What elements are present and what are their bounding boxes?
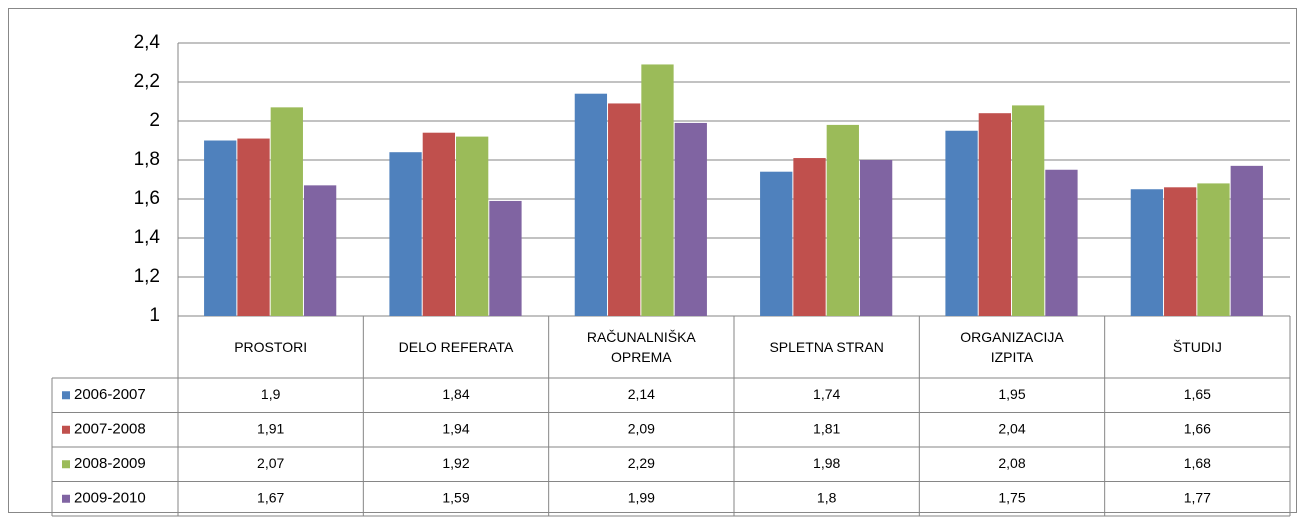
category-text: PROSTORI [234,339,308,355]
chart-border [8,8,1297,513]
table-value: 1,81 [813,420,840,436]
y-tick-label: 1,4 [134,227,161,248]
legend-label: 2006-2007 [74,386,146,403]
category-text: DELO REFERATA [398,339,514,355]
bar [303,185,337,316]
category-text: ŠTUDIJ [1172,339,1222,355]
bar [237,138,270,316]
table-value: 1,59 [442,489,469,505]
table-value: 2,29 [628,455,655,471]
bar [978,113,1011,316]
bar [793,158,826,316]
legend-label: 2009-2010 [74,490,146,507]
table-value: 1,8 [817,489,837,505]
bar [760,171,793,316]
bar [945,130,978,316]
x-tick-label: SPLETNA STRAN [734,316,919,378]
table-value: 1,92 [442,455,469,471]
table-value: 1,68 [1184,455,1211,471]
y-tick-label: 1,8 [134,149,160,170]
bar [1230,165,1263,316]
bar [270,107,303,316]
legend-key [62,460,70,469]
table-value: 2,08 [998,455,1025,471]
bar [641,64,674,316]
table-value: 1,98 [813,455,840,471]
legend-key [62,391,70,400]
y-tick-label: 1,2 [134,266,160,287]
bar [674,122,707,316]
y-tick-label: 2,4 [134,32,161,53]
bar [1197,183,1230,316]
table-value: 1,65 [1184,386,1211,402]
bar [826,124,859,317]
table-value: 1,67 [257,489,284,505]
x-tick-label: ORGANIZACIJA IZPITA [919,316,1104,378]
table-value: 1,9 [261,386,281,402]
y-tick-label: 1,6 [134,188,160,209]
bar [456,136,489,316]
table-value: 1,74 [813,386,840,402]
table-value: 1,99 [628,489,655,505]
table-value: 1,94 [442,420,469,436]
legend-label: 2008-2009 [74,455,146,472]
x-tick-label: DELO REFERATA [363,316,548,378]
x-tick-label: ŠTUDIJ [1105,316,1290,378]
y-tick-label: 2 [149,110,160,131]
y-tick-label: 2,2 [134,71,160,92]
x-tick-label: RAČUNALNIŠKA OPREMA [549,316,734,378]
table-value: 1,91 [257,420,284,436]
category-text: RAČUNALNIŠKA OPREMA [586,329,696,365]
table-value: 1,84 [442,386,469,402]
table-value: 1,75 [998,489,1025,505]
bar [608,103,641,316]
bar [422,132,455,316]
bar [389,152,422,316]
table-value: 2,04 [998,420,1025,436]
table-value: 2,14 [628,386,655,402]
table-value: 2,07 [257,455,284,471]
table-value: 1,66 [1184,420,1211,436]
category-text: ORGANIZACIJA IZPITA [960,329,1064,365]
table-value: 2,09 [628,420,655,436]
x-tick-label: PROSTORI [178,316,363,378]
bar [489,200,522,316]
bar [1012,105,1045,317]
category-text: SPLETNA STRAN [769,339,884,355]
table-value: 1,95 [998,386,1025,402]
bar [574,93,608,316]
legend-label: 2007-2008 [74,421,146,438]
bar [1045,169,1078,316]
bar [859,160,893,316]
table-value: 1,77 [1184,489,1211,505]
legend-key [62,494,70,503]
bar [204,140,237,316]
y-tick-label: 1 [149,305,160,326]
bar [1164,187,1197,316]
bar [1130,189,1164,316]
legend-key [62,425,70,434]
